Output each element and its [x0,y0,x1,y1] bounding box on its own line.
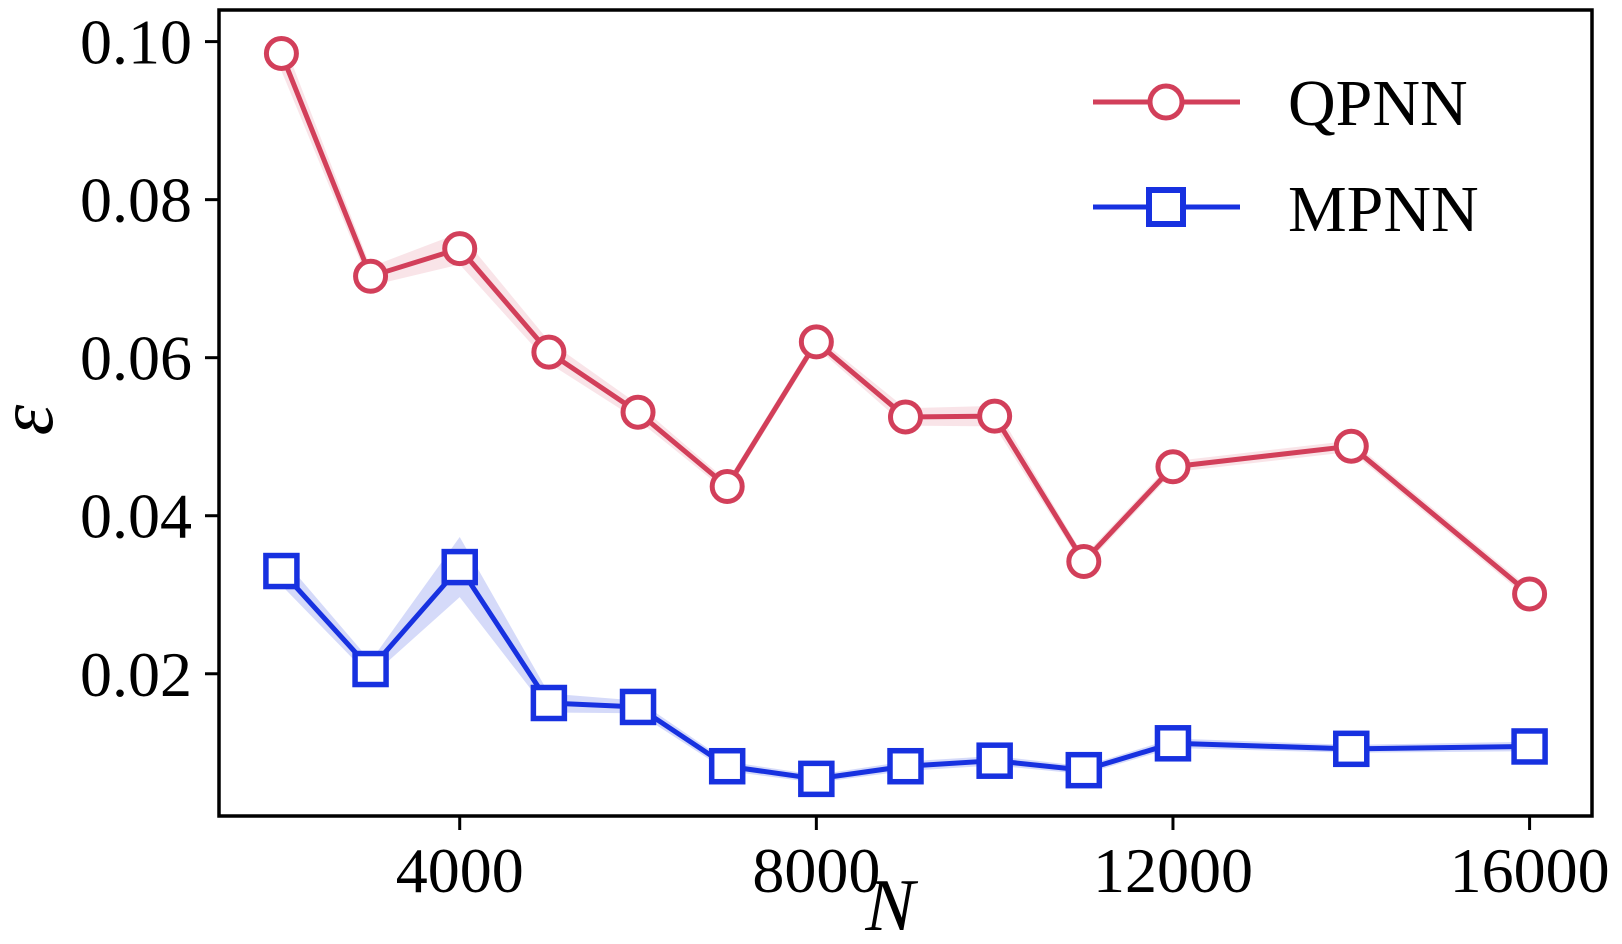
data-point-qpnn [620,394,656,430]
plot-box [217,8,1594,818]
y-tick-label: 0.02 [80,639,192,710]
data-point-mpnn [708,747,746,785]
data-point-mpnn [530,684,568,722]
data-point-mpnn [887,747,924,785]
x-tick-label: 4000 [396,835,524,906]
data-point-qpnn [1512,576,1548,612]
data-point-mpnn [1333,730,1370,768]
data-point-mpnn [619,688,657,726]
data-point-qpnn [977,398,1013,434]
y-tick-label: 0.04 [80,481,192,552]
data-point-qpnn [531,334,567,370]
axes [205,8,1594,830]
data-point-qpnn [798,324,834,360]
legend-label-qpnn: QPNN [1288,67,1468,140]
x-tick-label: 12000 [1093,835,1253,906]
confidence-bands [281,36,1530,783]
y-tick-label: 0.06 [80,323,192,394]
x-tick-label: 16000 [1450,835,1610,906]
data-point-qpnn [263,35,299,71]
legend-label-mpnn: MPNN [1288,173,1479,246]
data-point-qpnn [1333,428,1369,464]
data-point-mpnn [352,650,389,688]
tick-labels: 4000 8000 12000 16000 0.02 0.04 0.06 0.08 0.10 [80,7,1610,906]
data-point-mpnn [1511,728,1548,765]
confidence-band-qpnn [281,36,1530,600]
data-point-qpnn [353,258,389,294]
data-point-qpnn [442,231,478,267]
data-point-mpnn [1065,751,1103,789]
data-point-mpnn [976,742,1013,779]
data-point-qpnn [1066,544,1102,580]
data-point-qpnn [709,468,745,504]
y-axis-label: ε [0,404,69,435]
data-point-mpnn [263,552,300,590]
x-tick-label: 8000 [752,835,880,906]
x-axis-label: N [864,865,918,944]
data-point-qpnn [1155,449,1191,485]
data-point-mpnn [1154,725,1192,762]
data-point-qpnn [888,399,923,435]
y-tick-label: 0.08 [80,165,192,236]
legend-marker-qpnn [1147,83,1185,121]
y-tick-label: 0.10 [80,7,192,78]
data-point-mpnn [441,548,478,586]
legend: QPNN MPNN [1093,67,1479,246]
data-point-mpnn [798,760,835,798]
legend-marker-mpnn [1146,187,1186,227]
data-series [263,35,1548,798]
legend-symbols [1093,83,1240,227]
